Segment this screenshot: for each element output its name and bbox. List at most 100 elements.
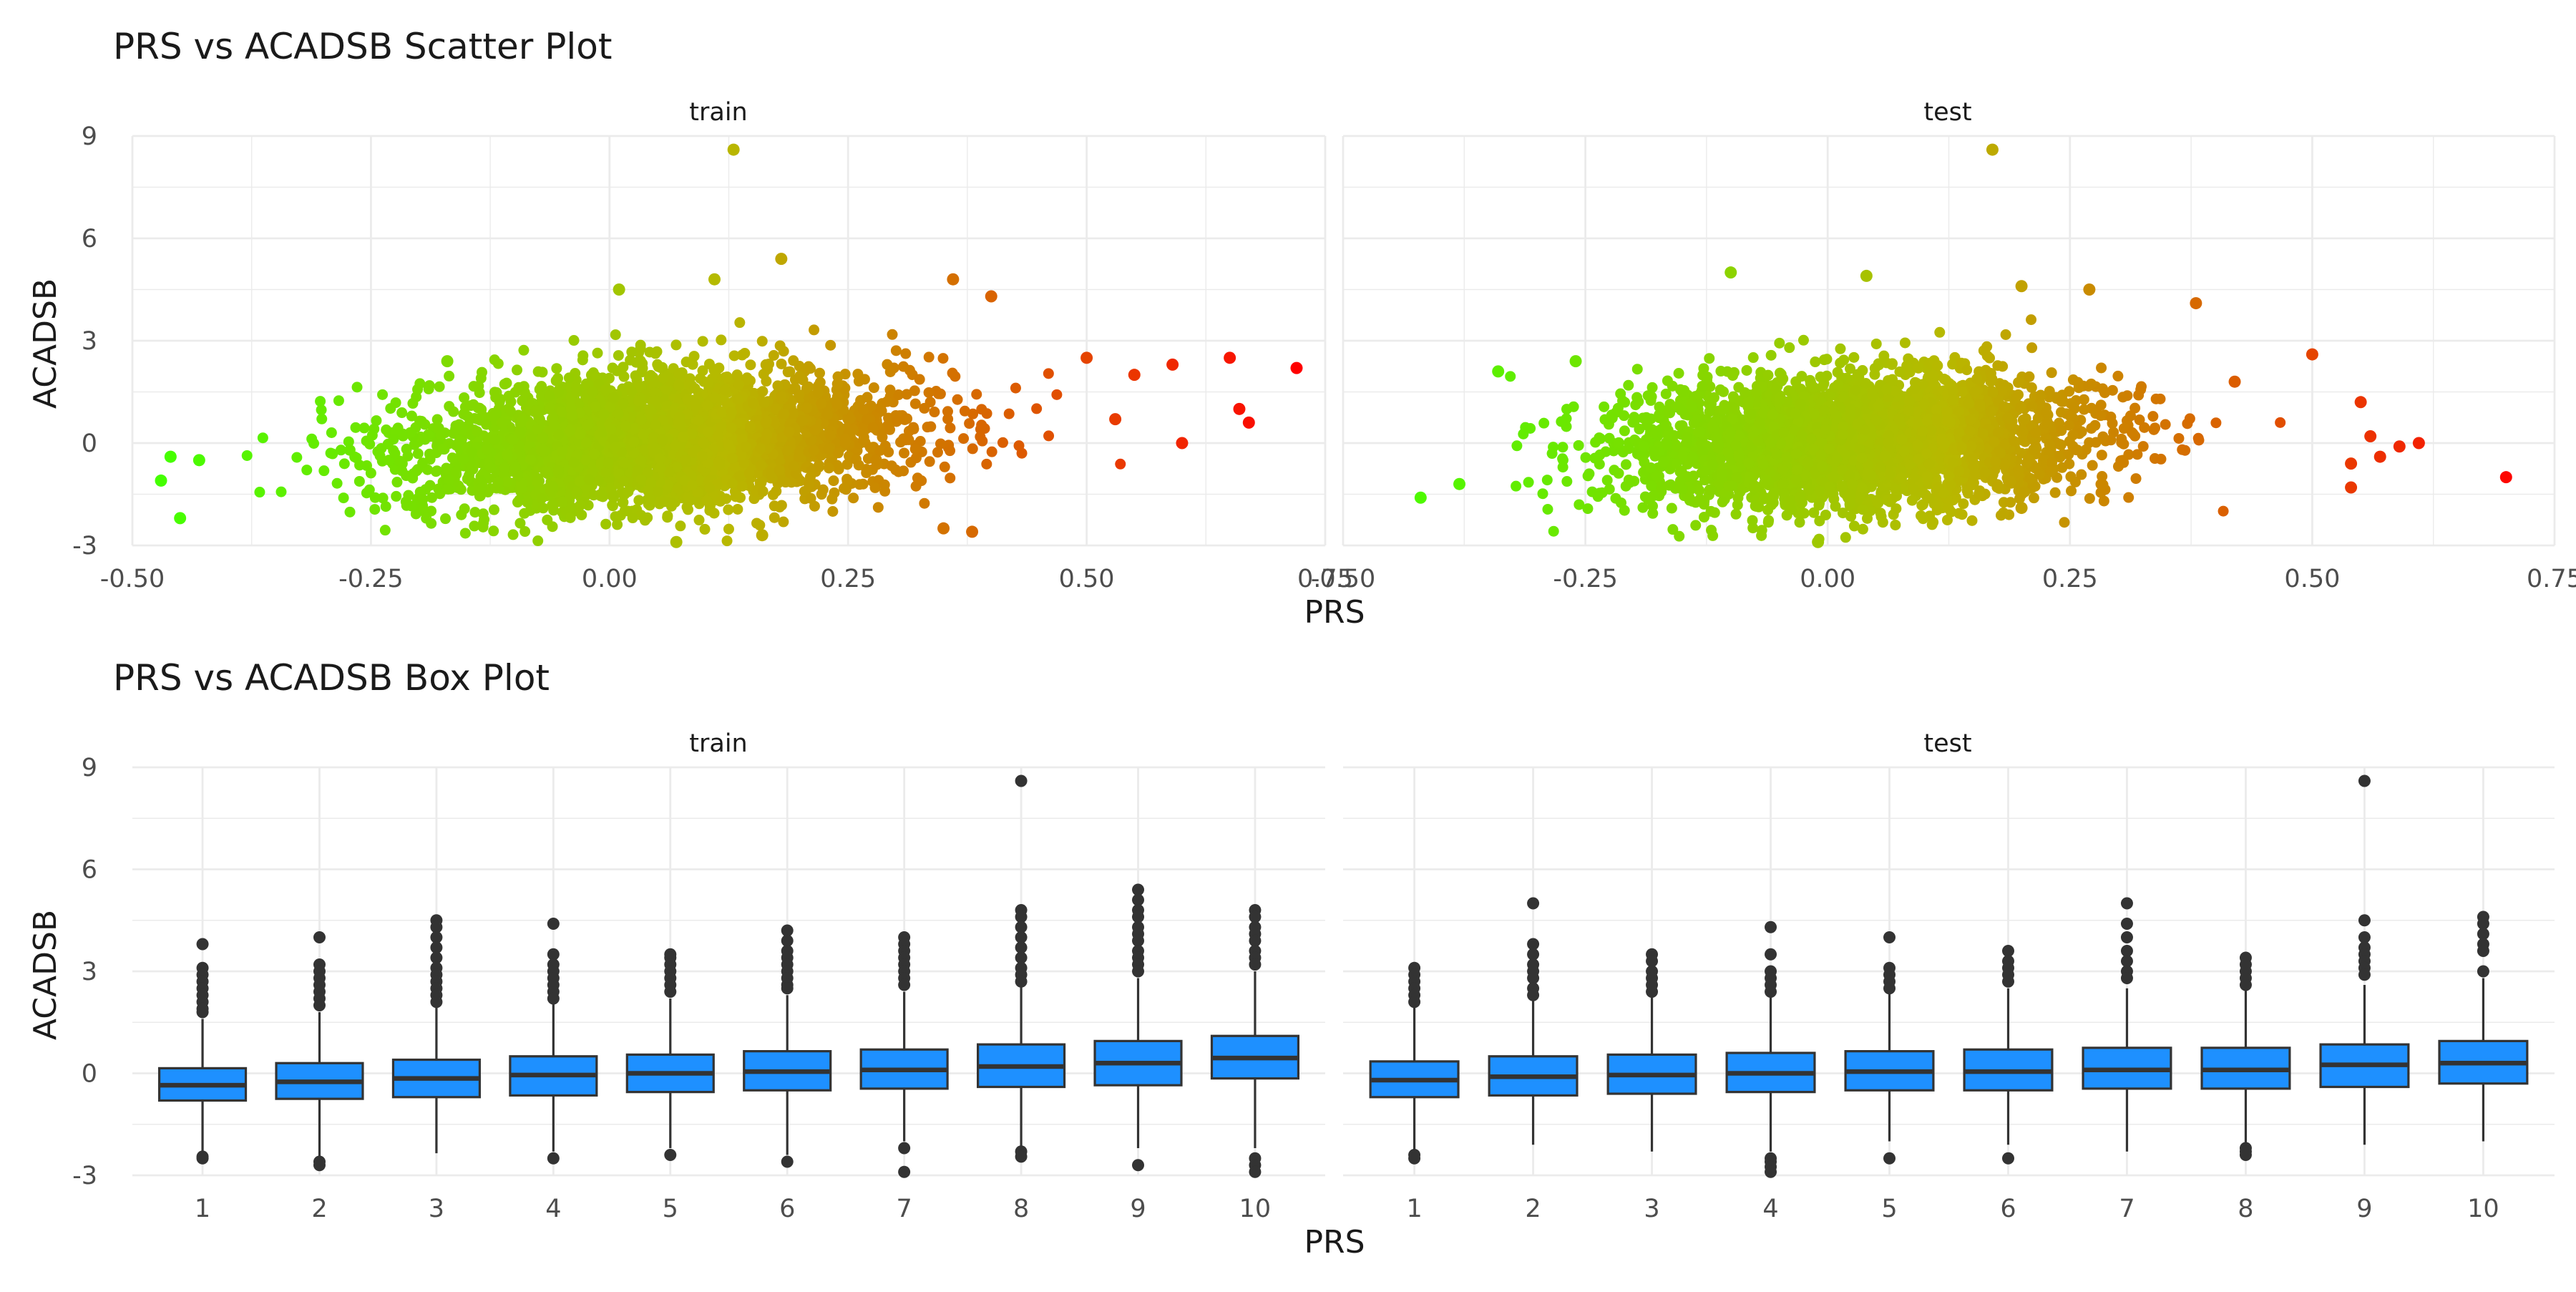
- scatter-point: [369, 504, 380, 515]
- scatter-point: [971, 389, 982, 399]
- scatter-point: [883, 447, 894, 457]
- scatter-point: [456, 510, 467, 520]
- scatter-point: [1709, 507, 1720, 518]
- scatter-point: [1043, 368, 1054, 379]
- scatter-point: [824, 462, 834, 473]
- scatter-point: [1702, 371, 1713, 382]
- scatter-point: [557, 497, 568, 508]
- scatter-point: [650, 419, 661, 430]
- scatter-point: [720, 384, 731, 395]
- scatter-point: [813, 387, 824, 398]
- scatter-point: [601, 467, 612, 477]
- scatter-point: [703, 427, 713, 437]
- scatter-point: [733, 394, 743, 404]
- scatter-point: [759, 397, 770, 408]
- scatter-point: [775, 340, 786, 351]
- scatter-point: [2076, 470, 2087, 480]
- scatter-point: [193, 454, 205, 466]
- scatter-point: [2087, 460, 2098, 471]
- scatter-point: [704, 482, 715, 493]
- scatter-point: [774, 465, 785, 476]
- scatter-point: [966, 525, 978, 538]
- scatter-point: [1224, 351, 1236, 364]
- scatter-point: [1609, 465, 1619, 475]
- scatter-point: [997, 437, 1008, 448]
- scatter-point: [748, 398, 758, 409]
- scatter-point: [584, 474, 595, 485]
- scatter-point: [687, 480, 698, 491]
- scatter-point: [673, 380, 684, 391]
- scatter-point: [407, 472, 418, 483]
- scatter-point: [814, 368, 825, 379]
- scatter-point: [549, 420, 560, 431]
- scatter-point: [870, 455, 881, 466]
- scatter-point: [519, 508, 530, 519]
- scatter-point: [531, 405, 542, 416]
- scatter-point: [635, 474, 646, 485]
- scatter-point: [592, 348, 603, 359]
- scatter-point: [610, 329, 621, 340]
- scatter-point: [919, 498, 930, 509]
- scatter-point: [367, 430, 378, 441]
- scatter-point: [388, 434, 399, 445]
- scatter-point: [1958, 498, 1968, 509]
- scatter-point: [557, 406, 567, 417]
- scatter-point: [608, 392, 619, 403]
- scatter-point: [726, 422, 737, 433]
- scatter-point: [985, 291, 997, 303]
- scatter-point: [825, 430, 836, 441]
- scatter-point: [332, 478, 343, 489]
- scatter-point: [924, 387, 935, 398]
- scatter-point: [391, 477, 402, 487]
- scatter-point: [912, 472, 923, 483]
- scatter-point: [413, 448, 424, 459]
- scatter-point: [602, 457, 613, 468]
- scatter-point: [755, 443, 766, 454]
- scatter-point: [655, 453, 665, 464]
- scatter-point: [441, 355, 454, 367]
- scatter-point: [757, 336, 768, 346]
- scatter-point: [674, 368, 685, 379]
- scatter-point: [839, 483, 849, 494]
- scatter-point: [854, 460, 864, 470]
- scatter-point: [758, 486, 769, 497]
- scatter-point: [2131, 473, 2142, 484]
- scatter-point: [964, 418, 975, 429]
- scatter-point: [301, 465, 312, 475]
- scatter-point: [577, 354, 588, 365]
- scatter-point: [1623, 380, 1634, 391]
- scatter-point: [858, 434, 869, 445]
- scatter-point: [739, 348, 750, 359]
- scatter-point: [924, 456, 935, 467]
- scatter-point: [451, 467, 462, 477]
- scatter-point: [870, 482, 881, 493]
- scatter-point: [731, 491, 741, 502]
- scatter-point: [702, 400, 713, 411]
- scatter-point: [723, 505, 733, 515]
- scatter-point: [338, 492, 349, 503]
- scatter-point: [419, 434, 430, 445]
- scatter-point: [352, 382, 363, 392]
- scatter-point: [396, 465, 407, 476]
- scatter-point: [823, 444, 834, 455]
- scatter-point: [658, 372, 668, 383]
- scatter-point: [816, 398, 826, 409]
- scatter-point: [910, 444, 921, 455]
- scatter-point: [744, 468, 755, 479]
- scatter-point: [933, 389, 944, 399]
- scatter-point: [635, 340, 646, 351]
- scatter-point: [485, 462, 496, 473]
- scatter-point: [879, 480, 890, 490]
- scatter-point: [1674, 368, 1684, 379]
- scatter-point: [1115, 459, 1126, 470]
- scatter-point: [326, 427, 337, 438]
- scatter-point: [702, 495, 713, 506]
- scatter-point: [794, 389, 804, 400]
- scatter-point: [726, 407, 737, 417]
- scatter-point: [1538, 418, 1549, 429]
- scatter-point: [805, 472, 816, 482]
- scatter-point: [633, 395, 644, 406]
- scatter-point: [448, 407, 459, 417]
- scatter-point: [532, 535, 543, 546]
